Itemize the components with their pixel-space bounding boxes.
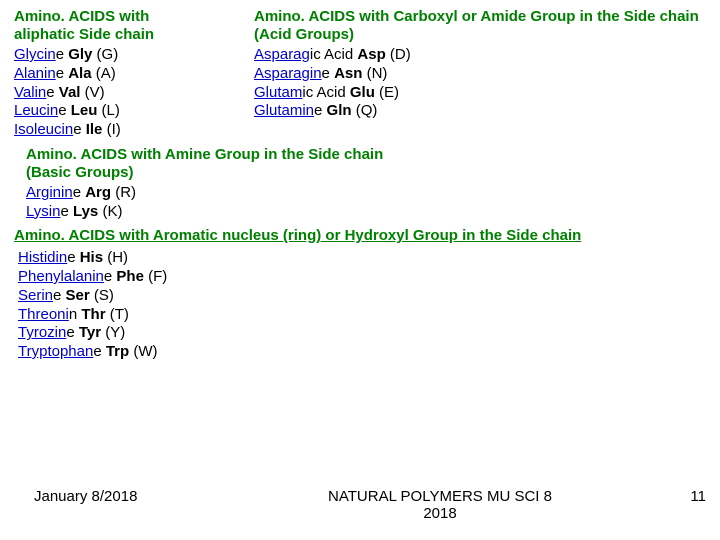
basic-list: Arginine Arg (R)Lysine Lys (K) [26, 184, 706, 222]
amino-acid-item: Valine Val (V) [14, 84, 214, 103]
amino-acid-item: Glutamic Acid Glu (E) [254, 84, 706, 103]
footer: January 8/2018 NATURAL POLYMERS MU SCI 8… [0, 488, 720, 522]
basic-heading: Amino. ACIDS with Amine Group in the Sid… [26, 146, 706, 182]
footer-center: NATURAL POLYMERS MU SCI 8 2018 [234, 488, 646, 522]
acidic-list: Asparagic Acid Asp (D)Asparagine Asn (N)… [254, 46, 706, 121]
amino-acid-item: Serine Ser (S) [18, 287, 706, 306]
amino-acid-item: Histidine His (H) [18, 249, 706, 268]
amino-acid-item: Glutamine Gln (Q) [254, 102, 706, 121]
basic-section: Amino. ACIDS with Amine Group in the Sid… [14, 146, 706, 222]
amino-acid-item: Alanine Ala (A) [14, 65, 214, 84]
amino-acid-item: Threonin Thr (T) [18, 306, 706, 325]
amino-acid-item: Glycine Gly (G) [14, 46, 214, 65]
top-columns: Amino. ACIDS with aliphatic Side chain G… [14, 8, 706, 140]
amino-acid-item: Arginine Arg (R) [26, 184, 706, 203]
amino-acid-item: Isoleucine Ile (I) [14, 121, 214, 140]
acidic-heading: Amino. ACIDS with Carboxyl or Amide Grou… [254, 8, 706, 44]
amino-acid-item: Asparagine Asn (N) [254, 65, 706, 84]
aromatic-list: Histidine His (H)Phenylalanine Phe (F)Se… [14, 249, 706, 362]
amino-acid-item: Phenylalanine Phe (F) [18, 268, 706, 287]
footer-page: 11 [646, 488, 706, 505]
aliphatic-list: Glycine Gly (G)Alanine Ala (A)Valine Val… [14, 46, 214, 140]
footer-date: January 8/2018 [14, 488, 234, 505]
amino-acid-item: Asparagic Acid Asp (D) [254, 46, 706, 65]
amino-acid-item: Tryptophane Trp (W) [18, 343, 706, 362]
amino-acid-item: Tyrozine Tyr (Y) [18, 324, 706, 343]
aliphatic-column: Amino. ACIDS with aliphatic Side chain G… [14, 8, 214, 140]
amino-acid-item: Lysine Lys (K) [26, 203, 706, 222]
amino-acid-item: Leucine Leu (L) [14, 102, 214, 121]
acidic-column: Amino. ACIDS with Carboxyl or Amide Grou… [254, 8, 706, 140]
aromatic-section: Amino. ACIDS with Aromatic nucleus (ring… [14, 227, 706, 362]
aromatic-heading: Amino. ACIDS with Aromatic nucleus (ring… [14, 227, 706, 245]
aliphatic-heading: Amino. ACIDS with aliphatic Side chain [14, 8, 214, 44]
